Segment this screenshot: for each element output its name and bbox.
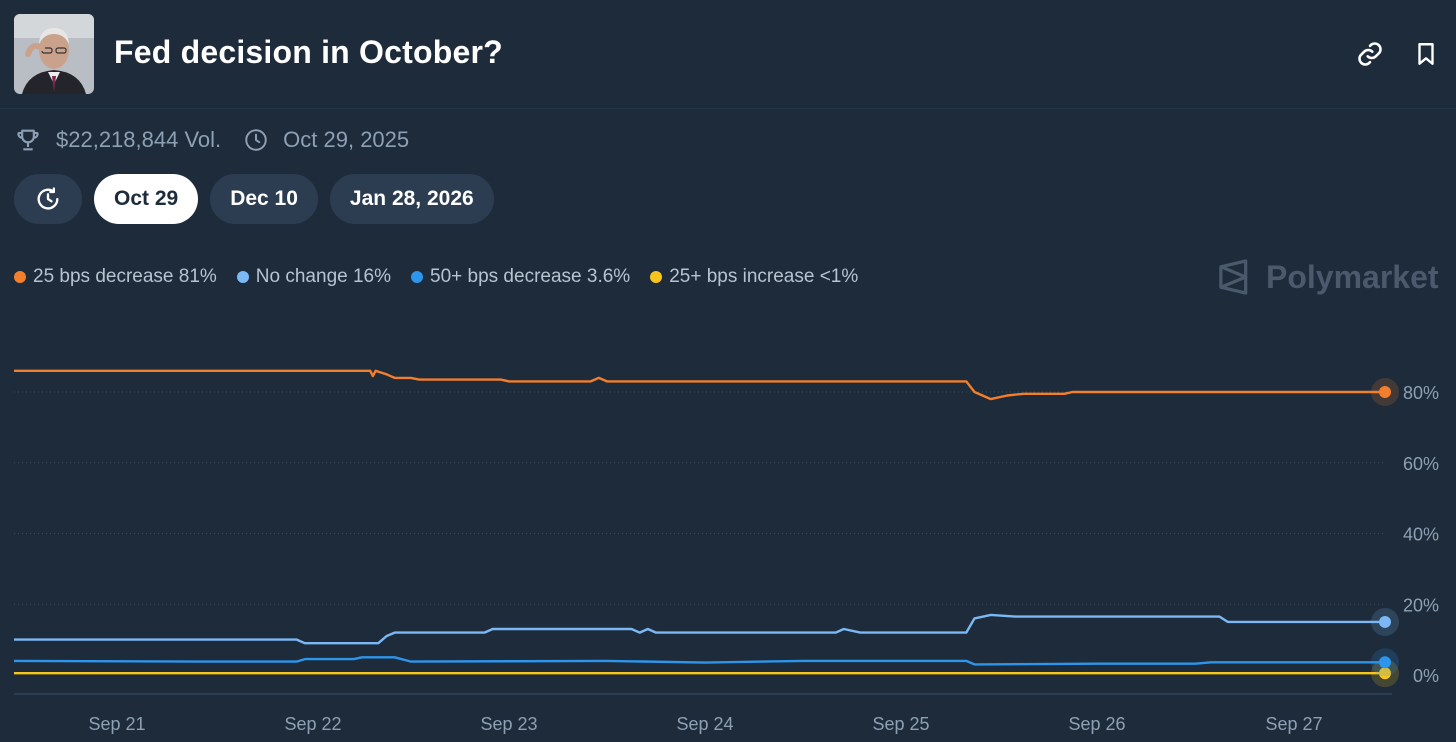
y-tick-label: 20% xyxy=(1403,595,1439,615)
history-icon[interactable] xyxy=(14,174,82,224)
polymarket-logo-icon xyxy=(1219,259,1248,295)
bookmark-icon[interactable] xyxy=(1410,38,1442,70)
x-tick-label: Sep 25 xyxy=(872,714,929,734)
x-tick-label: Sep 24 xyxy=(676,714,733,734)
series-end-dot xyxy=(1379,656,1391,669)
market-header: Fed decision in October? xyxy=(0,0,1456,109)
legend-label: 25+ bps increase <1% xyxy=(669,266,859,287)
y-tick-label: 0% xyxy=(1413,666,1439,686)
tab-jan-28-2026[interactable]: Jan 28, 2026 xyxy=(329,174,494,224)
legend-dot xyxy=(650,271,663,283)
tab-oct-29[interactable]: Oct 29 xyxy=(94,174,199,224)
market-title: Fed decision in October? xyxy=(114,34,503,70)
series-line xyxy=(13,656,1385,666)
legend-dot xyxy=(236,271,249,283)
probability-chart[interactable]: 80% 60% 40% 20% 0% Sep 21 Sep 22 Sep 23 Sep 24 Se… xyxy=(0,300,1456,742)
y-tick-label: 60% xyxy=(1403,454,1439,474)
volume-text: $22,218,844 Vol. xyxy=(56,127,222,152)
date-tabs: Oct 29 Dec 10 Jan 28, 2026 xyxy=(14,174,494,224)
chart-legend: 25 bps decrease 81% No change 16% 50+ bp… xyxy=(14,266,878,288)
market-meta: $22,218,844 Vol. Oct 29, 2025 xyxy=(14,122,409,158)
x-tick-label: Sep 27 xyxy=(1265,714,1322,734)
series-end-dot xyxy=(1379,667,1391,680)
legend-label: 50+ bps decrease 3.6% xyxy=(430,266,631,287)
tab-dec-10[interactable]: Dec 10 xyxy=(210,174,318,224)
x-tick-label: Sep 22 xyxy=(284,714,341,734)
series-end-dot xyxy=(1379,615,1391,628)
brand-name: Polymarket xyxy=(1266,258,1439,295)
legend-item: 25 bps decrease 81% xyxy=(14,266,217,288)
legend-dot xyxy=(14,271,26,283)
legend-label: No change 16% xyxy=(255,266,392,287)
x-tick-label: Sep 23 xyxy=(480,714,537,734)
end-date-text: Oct 29, 2025 xyxy=(283,127,410,152)
trophy-icon xyxy=(14,126,42,154)
x-tick-label: Sep 26 xyxy=(1068,714,1125,734)
polymarket-watermark: Polymarket xyxy=(1216,258,1439,296)
y-tick-label: 80% xyxy=(1403,383,1439,403)
legend-dot xyxy=(411,271,424,283)
legend-item: 50+ bps decrease 3.6% xyxy=(411,266,630,288)
market-avatar xyxy=(14,14,94,94)
legend-item: No change 16% xyxy=(236,266,392,288)
series-line xyxy=(14,369,1385,401)
series-end-dot xyxy=(1379,386,1391,398)
clock-icon xyxy=(243,127,269,153)
legend-item: 25+ bps increase <1% xyxy=(650,266,858,288)
y-tick-label: 40% xyxy=(1403,525,1439,545)
legend-label: 25 bps decrease 81% xyxy=(33,266,217,287)
link-icon[interactable] xyxy=(1354,38,1386,70)
x-tick-label: Sep 21 xyxy=(88,714,145,734)
series-line xyxy=(14,613,1385,645)
